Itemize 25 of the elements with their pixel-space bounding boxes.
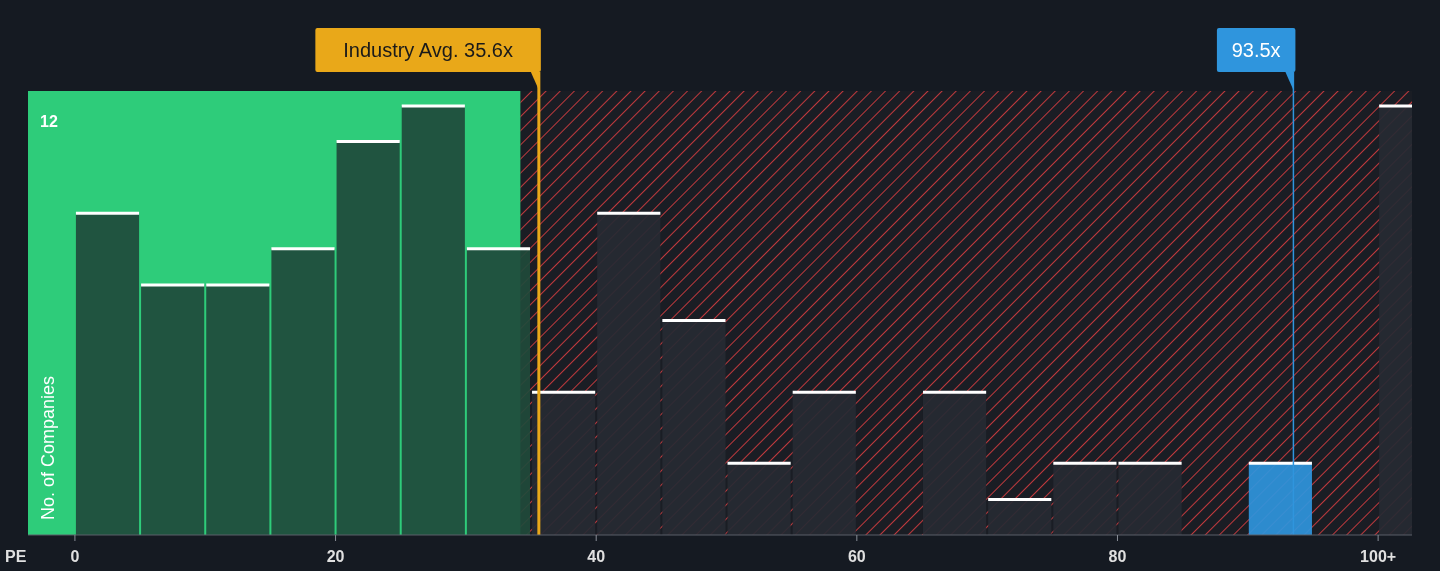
bar	[206, 284, 270, 535]
bar	[662, 320, 726, 535]
bar	[271, 248, 335, 535]
x-tick-label: 60	[847, 548, 866, 565]
x-axis-title: PE	[5, 548, 27, 565]
bar	[401, 106, 465, 535]
ref-line-label: 93.5x	[1231, 39, 1281, 61]
annotation: 12	[40, 113, 58, 130]
bar	[792, 392, 856, 535]
bar	[988, 499, 1052, 535]
bar	[75, 213, 140, 535]
x-tick-label: 40	[587, 548, 606, 565]
bar	[141, 284, 205, 535]
x-tick-label: 0	[70, 548, 80, 565]
bar	[466, 248, 531, 535]
bar	[727, 463, 791, 535]
x-tick-label: 80	[1108, 548, 1127, 565]
y-axis-title: No. of Companies	[38, 375, 58, 520]
bar	[597, 213, 661, 535]
ref-line-label: Industry Avg. 35.6x	[343, 39, 513, 61]
bar	[923, 392, 987, 535]
x-tick-label: 20	[326, 548, 345, 565]
x-tick-label: 100+	[1360, 548, 1397, 565]
bar	[532, 392, 596, 535]
bar	[336, 141, 400, 535]
